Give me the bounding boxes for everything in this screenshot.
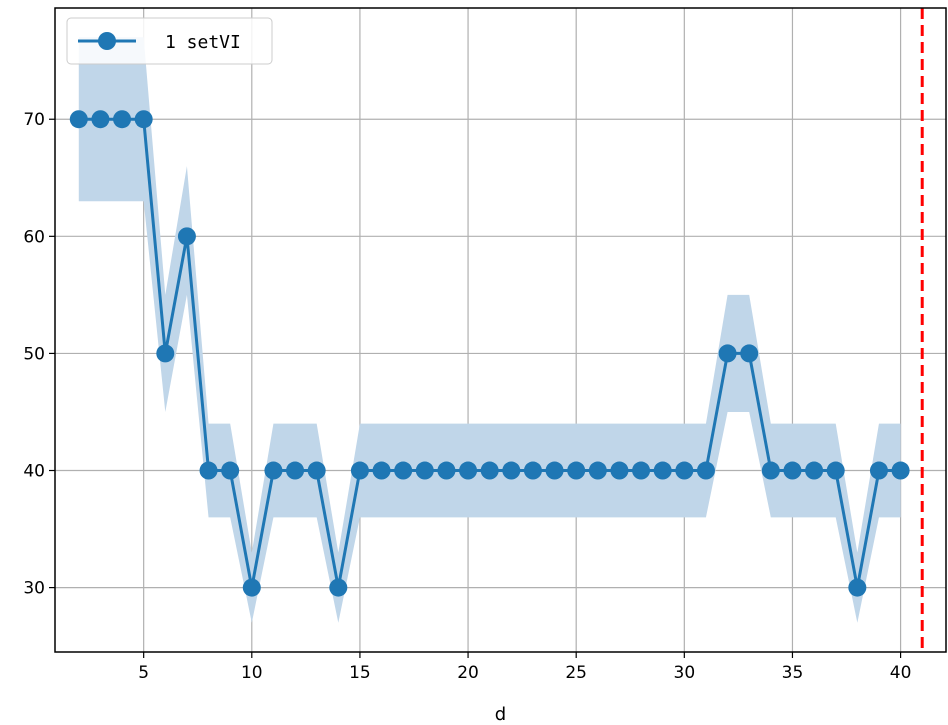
x-axis-ticks: 5 10 15 20 25 30 35 40 [138,652,911,683]
legend-marker-swatch [98,32,116,50]
data-point [653,461,672,480]
data-points [69,110,910,597]
legend-box [66,17,273,65]
data-point [545,461,564,480]
data-point [826,461,845,480]
x-tick-label: 40 [890,663,912,683]
data-point [415,461,434,480]
x-tick-label: 30 [674,663,696,683]
data-point [588,461,607,480]
legend: 1 setVI [66,17,273,65]
data-point [805,461,824,480]
plot-frame [54,7,947,653]
data-point [480,461,499,480]
data-point [264,461,283,480]
confidence-band [78,37,901,623]
data-point [459,461,478,480]
y-tick-label: 30 [23,579,45,599]
data-point [502,461,521,480]
x-axis-label: d [495,704,506,725]
data-point [740,344,759,363]
data-point [848,578,867,597]
x-tick-label: 15 [349,663,371,683]
data-point [156,344,175,363]
data-point [177,227,196,246]
data-point [696,461,715,480]
data-point [113,110,132,129]
x-tick-label: 20 [457,663,479,683]
data-point [783,461,802,480]
x-tick-label: 35 [782,663,804,683]
data-point [69,110,88,129]
y-tick-label: 70 [23,110,45,130]
data-point [350,461,369,480]
data-point [523,461,542,480]
data-point [567,461,586,480]
data-point [437,461,456,480]
legend-label: 1 setVI [165,32,241,53]
data-point [199,461,218,480]
data-point [610,461,629,480]
data-point [242,578,261,597]
data-point [761,461,780,480]
data-point [718,344,737,363]
y-tick-label: 50 [23,344,45,364]
data-point [91,110,110,129]
x-tick-label: 25 [565,663,587,683]
data-point [221,461,240,480]
x-tick-label: 10 [241,663,263,683]
data-point [307,461,326,480]
data-point [329,578,348,597]
data-point [891,461,910,480]
data-point [134,110,153,129]
data-point [372,461,391,480]
y-axis-ticks: 30 40 50 60 70 [23,110,55,599]
data-point [286,461,305,480]
x-tick-label: 5 [138,663,149,683]
y-tick-label: 40 [23,462,45,482]
data-point [394,461,413,480]
data-point [869,461,888,480]
y-tick-label: 60 [23,227,45,247]
grid-lines [55,8,946,652]
data-point [632,461,651,480]
data-point [675,461,694,480]
